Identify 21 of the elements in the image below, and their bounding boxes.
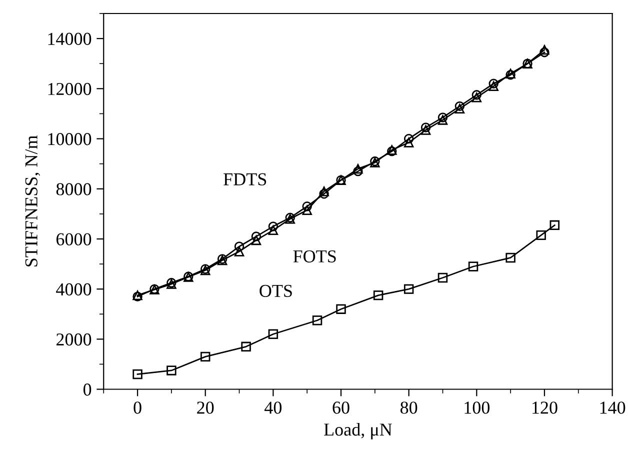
- y-tick-label: 14000: [48, 32, 92, 45]
- y-tick-label: 10000: [48, 133, 92, 146]
- y-tick-label: 4000: [56, 283, 92, 296]
- x-tick-label: 0: [134, 402, 142, 414]
- y-tick-label: 0: [83, 384, 92, 396]
- x-tick-label: 20: [197, 402, 214, 414]
- y-tick-label: 6000: [56, 233, 92, 246]
- series-label: FDTS: [224, 173, 266, 186]
- y-tick-label: 2000: [56, 333, 92, 346]
- x-tick-label: 140: [600, 402, 626, 414]
- x-tick-label: 120: [532, 402, 558, 414]
- x-tick-label: 40: [264, 402, 282, 414]
- x-tick-label: 60: [332, 402, 350, 414]
- y-tick-label: 12000: [48, 82, 92, 96]
- x-tick-label: 100: [464, 402, 490, 414]
- y-axis-title: STIFFNESS, N/m: [25, 135, 40, 266]
- y-tick-label: 8000: [56, 183, 92, 196]
- series-label: OTS: [260, 284, 292, 297]
- series-label: FOTS: [293, 250, 336, 262]
- x-axis-title: Load, μN: [324, 422, 392, 440]
- x-tick-label: 80: [400, 402, 418, 414]
